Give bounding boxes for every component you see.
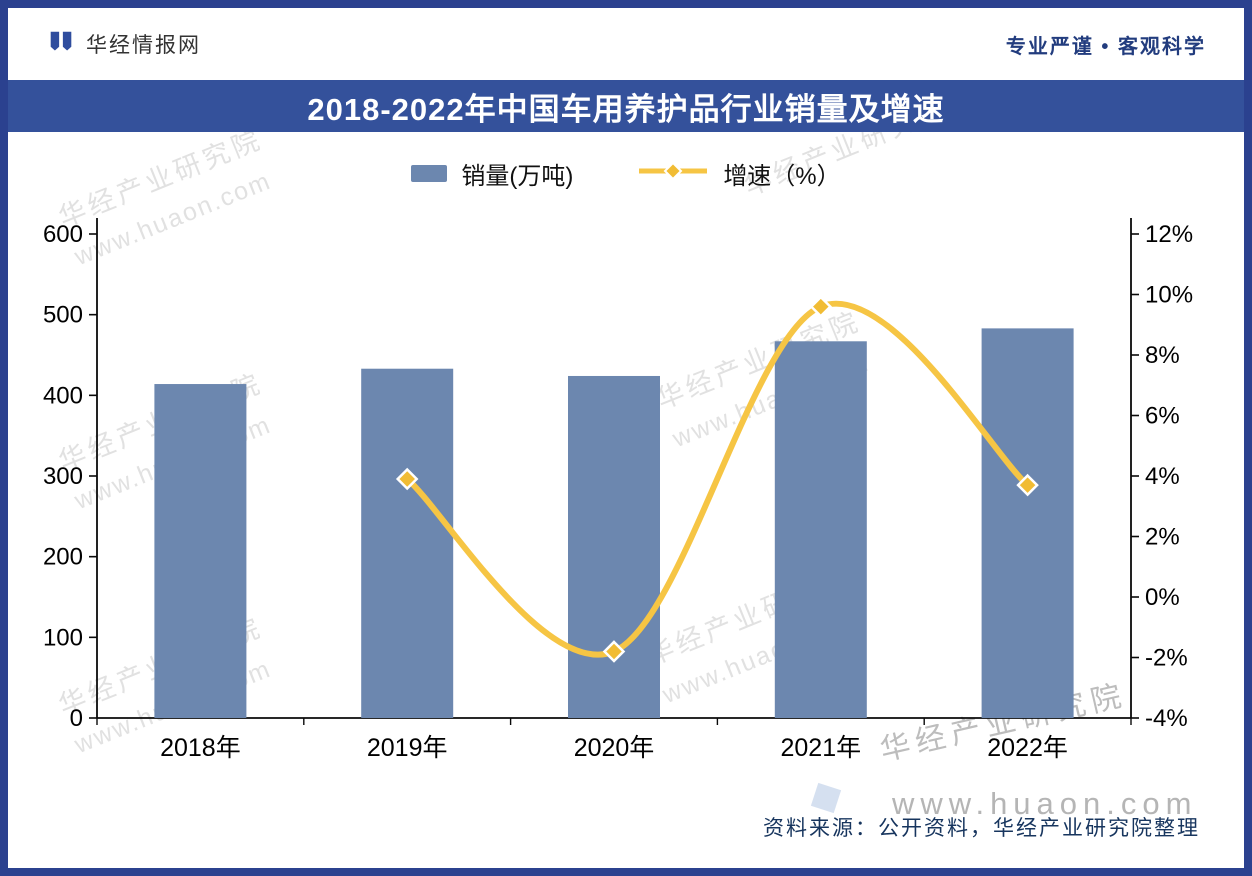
brand-logo-icon — [46, 27, 76, 62]
right-tick-label: 2% — [1145, 524, 1180, 551]
x-category-label: 2021年 — [780, 734, 861, 760]
header-slogan: 专业严谨 • 客观科学 — [1005, 35, 1206, 58]
right-tick-label: 12% — [1145, 221, 1193, 248]
right-tick-label: 10% — [1145, 282, 1193, 309]
left-tick-label: 100 — [43, 624, 83, 651]
bar-2022年 — [981, 328, 1074, 718]
left-tick-label: 0 — [70, 705, 83, 732]
right-tick-label: -2% — [1145, 645, 1188, 672]
right-tick-label: 8% — [1145, 342, 1180, 369]
bar-2018年 — [154, 384, 247, 718]
legend-item-growth: 增速（%） — [637, 156, 841, 191]
legend-label-growth: 增速（%） — [723, 162, 841, 190]
line-marker — [1016, 473, 1039, 497]
legend-label-sales: 销量(万吨) — [461, 162, 574, 190]
bar-swatch-icon — [411, 164, 448, 182]
line-marker — [809, 295, 833, 318]
header: 华经情报网 专业严谨 • 客观科学 — [8, 8, 1244, 80]
legend-item-sales: 销量(万吨) — [411, 156, 573, 191]
line-marker — [602, 640, 626, 663]
sales-growth-chart: 0 100 200 300 400 500 600 -4% -2% 0% 2% 4% 6% 8% 10% 12… — [43, 218, 1193, 760]
left-tick-label: 600 — [43, 221, 83, 248]
right-tick-label: 6% — [1145, 403, 1180, 430]
line-marker — [395, 467, 419, 491]
line-swatch-icon — [637, 161, 709, 186]
brand-name: 华经情报网 — [86, 34, 201, 57]
left-tick-label: 300 — [43, 463, 83, 490]
source-note: 资料来源：公开资料，华经产业研究院整理 — [763, 817, 1200, 840]
left-tick-label: 500 — [43, 302, 83, 329]
title-bar: 2018-2022年中国车用养护品行业销量及增速 — [8, 80, 1244, 132]
growth-line — [404, 300, 1031, 658]
x-category-label: 2022年 — [987, 734, 1068, 760]
bar-2021年 — [774, 341, 867, 718]
x-category-label: 2019年 — [367, 734, 448, 760]
watermark-fragment — [810, 782, 842, 814]
brand: 华经情报网 — [46, 27, 201, 62]
bar-2020年 — [568, 375, 660, 718]
right-tick-label: -4% — [1145, 705, 1188, 732]
left-tick-label: 400 — [43, 382, 83, 409]
right-tick-label: 0% — [1145, 584, 1180, 611]
x-category-label: 2018年 — [160, 734, 241, 760]
right-tick-label: 4% — [1145, 463, 1180, 490]
page-title: 2018-2022年中国车用养护品行业销量及增速 — [307, 91, 945, 127]
bar-2019年 — [361, 368, 454, 718]
chart-legend: 销量(万吨) 增速（%） — [8, 156, 1244, 190]
x-category-label: 2020年 — [574, 734, 655, 760]
left-tick-label: 200 — [43, 544, 83, 571]
